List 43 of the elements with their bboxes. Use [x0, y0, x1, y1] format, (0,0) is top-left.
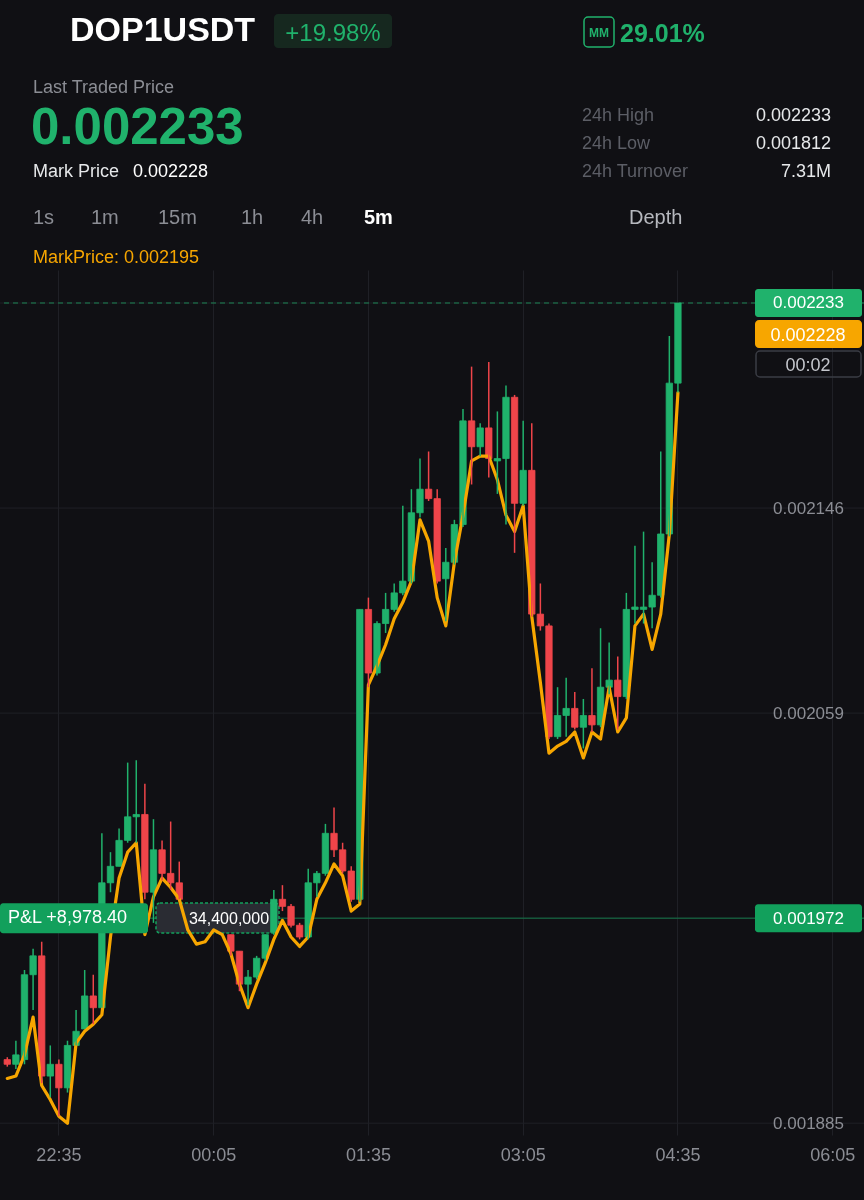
text: 7.31M	[780, 161, 831, 181]
x-tick-label: 22:35	[36, 1144, 82, 1165]
text: 4h	[301, 206, 324, 228]
annotation: 00:02	[785, 355, 831, 375]
annotation: 34,400,000	[188, 910, 270, 927]
line-series	[5, 390, 680, 1125]
x-tick-label: 06:05	[810, 1144, 856, 1165]
x-tick-label: 01:35	[345, 1144, 391, 1165]
candlestick	[38, 940, 46, 1084]
y-tick-label: 0.002233	[773, 293, 844, 313]
text: Mark Price	[33, 161, 120, 181]
candlestick	[89, 973, 97, 1025]
y-tick-label: 0.002059	[773, 703, 844, 723]
text: 5m	[364, 206, 393, 228]
x-tick-label: 00:05	[191, 1144, 237, 1165]
y-tick-label: 0.002146	[773, 498, 844, 518]
text: 1m	[91, 206, 119, 228]
x-tick-label: 04:35	[655, 1144, 701, 1165]
text: 1s	[33, 206, 55, 228]
ref-line-label: P&L +8,978.40	[8, 907, 127, 928]
x-tick-label: 03:05	[500, 1144, 546, 1165]
text: Depth	[629, 206, 683, 228]
text: 29.01%	[620, 19, 705, 47]
text: 1h	[241, 206, 264, 228]
text: 24h Low	[582, 133, 652, 153]
chart-title: DOP1USDT	[70, 10, 256, 48]
candlestick	[46, 1044, 54, 1099]
annotation: 0.002228	[770, 325, 846, 345]
text: MM	[589, 26, 609, 40]
text: 0.001812	[755, 133, 831, 153]
y-tick-label: 0.001885	[773, 1113, 844, 1133]
text: 24h High	[582, 105, 655, 125]
text: 15m	[158, 206, 197, 228]
y-tick-label: 0.001972	[773, 908, 844, 928]
text: 0.002233	[31, 98, 244, 155]
text: 24h Turnover	[582, 161, 689, 181]
text: MarkPrice: 0.002195	[33, 247, 200, 267]
candlestick	[588, 667, 596, 733]
candlestick	[81, 969, 89, 1030]
text: +19.98%	[285, 19, 381, 46]
text: 0.002233	[755, 105, 831, 125]
text: Last Traded Price	[33, 77, 175, 97]
text: 0.002228	[133, 161, 209, 181]
